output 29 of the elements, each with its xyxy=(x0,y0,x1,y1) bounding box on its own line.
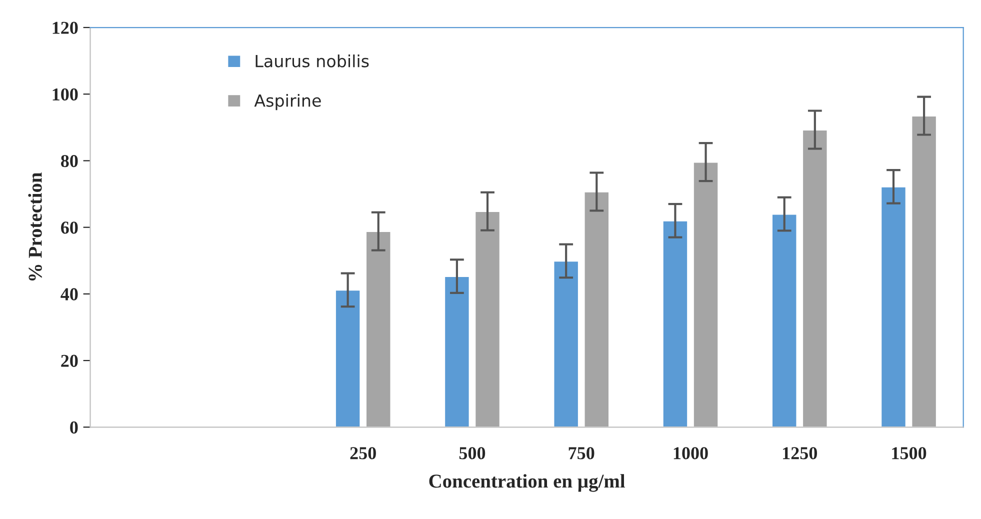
bar xyxy=(365,230,392,428)
legend-label: Laurus nobilis xyxy=(256,54,369,68)
bar xyxy=(474,210,501,428)
bar xyxy=(802,129,828,428)
x-axis-title: Concentration en µg/ml xyxy=(429,474,625,492)
bar xyxy=(692,161,720,428)
y-tick-label: 80 xyxy=(60,154,78,168)
y-tick-label: 100 xyxy=(52,88,78,101)
x-tick-label: 250 xyxy=(350,447,376,460)
x-tick-label: 1250 xyxy=(783,447,818,460)
y-tick-label: 120 xyxy=(52,22,78,34)
y-tick-label: 20 xyxy=(61,354,78,367)
y-tick-label: 60 xyxy=(61,222,78,234)
legend-label: Aspirine xyxy=(254,94,321,110)
x-tick-label: 750 xyxy=(568,447,594,460)
bar xyxy=(552,260,580,428)
bar xyxy=(583,190,610,428)
bar xyxy=(910,115,938,428)
bar xyxy=(444,276,470,428)
x-tick-label: 1500 xyxy=(892,447,926,460)
y-tick-label: 40 xyxy=(60,288,78,300)
bar xyxy=(880,186,907,428)
x-tick-label: 1000 xyxy=(674,447,708,460)
bar xyxy=(662,220,688,428)
y-axis-title: % Protection xyxy=(28,172,42,280)
y-tick-label: 0 xyxy=(70,421,78,434)
x-tick-label: 500 xyxy=(459,447,486,460)
bar xyxy=(771,213,798,428)
bar xyxy=(334,289,362,428)
